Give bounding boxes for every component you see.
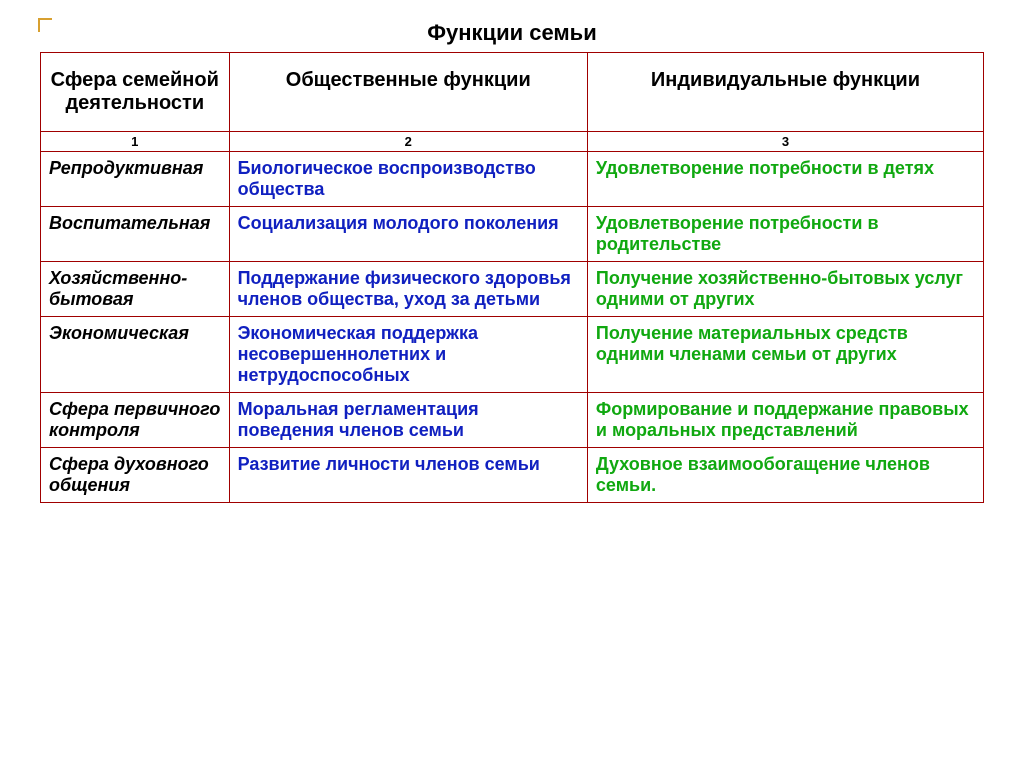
table-row: ВоспитательнаяСоциализация молодого поко… [41,207,984,262]
header-individual: Индивидуальные функции [587,53,983,132]
header-sphere: Сфера семейной деятельности [41,53,230,132]
page-title: Функции семьи [40,20,984,46]
colnum-2: 2 [229,132,587,152]
cell-social: Социализация молодого поколения [229,207,587,262]
cell-individual: Удовлетворение потребности в детях [587,152,983,207]
cell-social: Развитие личности членов семьи [229,448,587,503]
header-social: Общественные функции [229,53,587,132]
cell-individual: Получение материальных средств одними чл… [587,317,983,393]
table-row: Сфера духовного общенияРазвитие личности… [41,448,984,503]
cell-sphere: Сфера духовного общения [41,448,230,503]
functions-table: Сфера семейной деятельности Общественные… [40,52,984,503]
table-header-row: Сфера семейной деятельности Общественные… [41,53,984,132]
colnum-3: 3 [587,132,983,152]
table-number-row: 1 2 3 [41,132,984,152]
cell-social: Моральная регламентация поведения членов… [229,393,587,448]
table-body: РепродуктивнаяБиологическое воспроизводс… [41,152,984,503]
cell-individual: Удовлетворение потребности в родительств… [587,207,983,262]
cell-social: Поддержание физического здоровья членов … [229,262,587,317]
cell-individual: Формирование и поддержание правовых и мо… [587,393,983,448]
cell-sphere: Хозяйственно-бытовая [41,262,230,317]
cell-social: Биологическое воспроизводство общества [229,152,587,207]
cell-sphere: Экономическая [41,317,230,393]
cell-sphere: Сфера первичного контроля [41,393,230,448]
cell-sphere: Воспитательная [41,207,230,262]
cell-social: Экономическая поддержка несовершеннолетн… [229,317,587,393]
cell-sphere: Репродуктивная [41,152,230,207]
colnum-1: 1 [41,132,230,152]
table-row: Сфера первичного контроляМоральная регла… [41,393,984,448]
table-row: РепродуктивнаяБиологическое воспроизводс… [41,152,984,207]
cell-individual: Получение хозяйственно-бытовых услуг одн… [587,262,983,317]
cell-individual: Духовное взаимообогащение членов семьи. [587,448,983,503]
corner-decoration [38,18,52,32]
table-row: Хозяйственно-бытоваяПоддержание физическ… [41,262,984,317]
table-row: ЭкономическаяЭкономическая поддержка нес… [41,317,984,393]
